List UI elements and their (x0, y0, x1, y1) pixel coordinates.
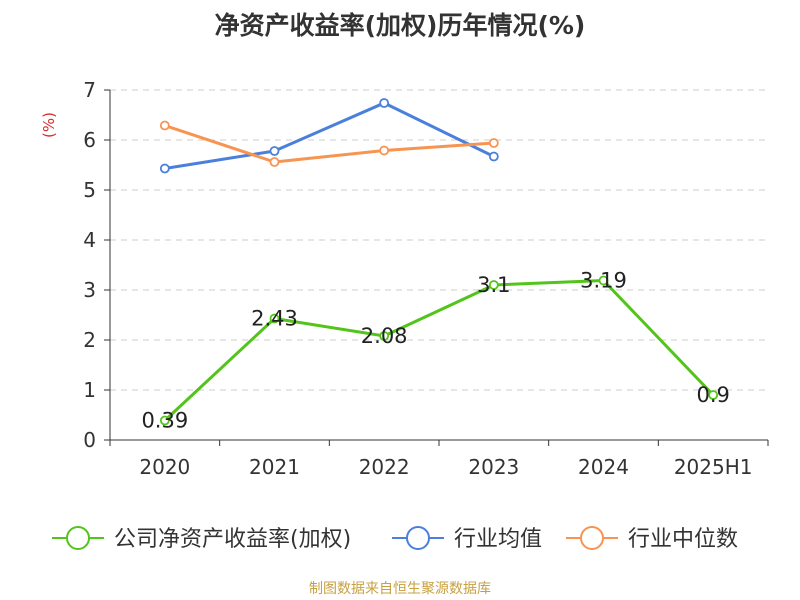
legend-item: 公司净资产收益率(加权) (52, 526, 351, 552)
x-tick-label: 2020 (139, 455, 190, 479)
data-point (488, 280, 499, 290)
data-point (379, 331, 390, 341)
data-label: 0.39 (141, 409, 188, 433)
legend-swatch-marker (580, 526, 604, 550)
data-label: 2.43 (251, 307, 298, 331)
data-point (488, 151, 499, 162)
x-tick-label: 2023 (468, 455, 519, 479)
legend-item: 行业均值 (392, 526, 542, 552)
data-point (159, 120, 170, 131)
data-label: 2.08 (361, 324, 408, 348)
legend-item: 行业中位数 (566, 526, 738, 552)
legend-label: 行业均值 (454, 527, 542, 552)
data-point (379, 145, 390, 156)
data-label: 0.9 (696, 383, 729, 407)
y-tick-label: 7 (83, 78, 96, 102)
data-point (269, 146, 280, 156)
y-tick-label: 5 (83, 178, 96, 202)
y-tick-label: 6 (83, 128, 96, 152)
x-tick-label: 2025H1 (674, 455, 753, 479)
x-tick-label: 2022 (359, 455, 410, 479)
data-point (269, 313, 280, 324)
legend-label: 行业中位数 (628, 527, 738, 552)
y-tick-label: 1 (83, 378, 96, 402)
x-tick-label: 2021 (249, 455, 300, 479)
y-axis-label: (%) (40, 112, 58, 138)
data-point (379, 98, 390, 108)
legend-label: 公司净资产收益率(加权) (114, 527, 351, 552)
x-tick-label: 2024 (578, 455, 629, 479)
legend-swatch-marker (66, 526, 90, 550)
data-point (708, 390, 719, 400)
y-tick-label: 0 (83, 428, 96, 452)
series-line-1 (164, 101, 495, 170)
data-point (159, 415, 170, 426)
data-label: 3.1 (477, 273, 510, 297)
y-tick-label: 2 (83, 328, 96, 352)
y-tick-label: 3 (83, 278, 96, 302)
data-point (159, 163, 170, 174)
data-point (488, 138, 499, 148)
data-label: 3.19 (580, 269, 627, 293)
y-tick-label: 4 (83, 228, 96, 252)
data-point (269, 157, 280, 167)
legend-swatch-marker (406, 526, 430, 550)
series-line-0 (163, 279, 715, 422)
series-line-2 (164, 124, 494, 164)
data-source-note: 制图数据来自恒生聚源数据库 (309, 581, 491, 597)
chart-title: 净资产收益率(加权)历年情况(%) (214, 11, 586, 40)
data-point (598, 275, 609, 286)
